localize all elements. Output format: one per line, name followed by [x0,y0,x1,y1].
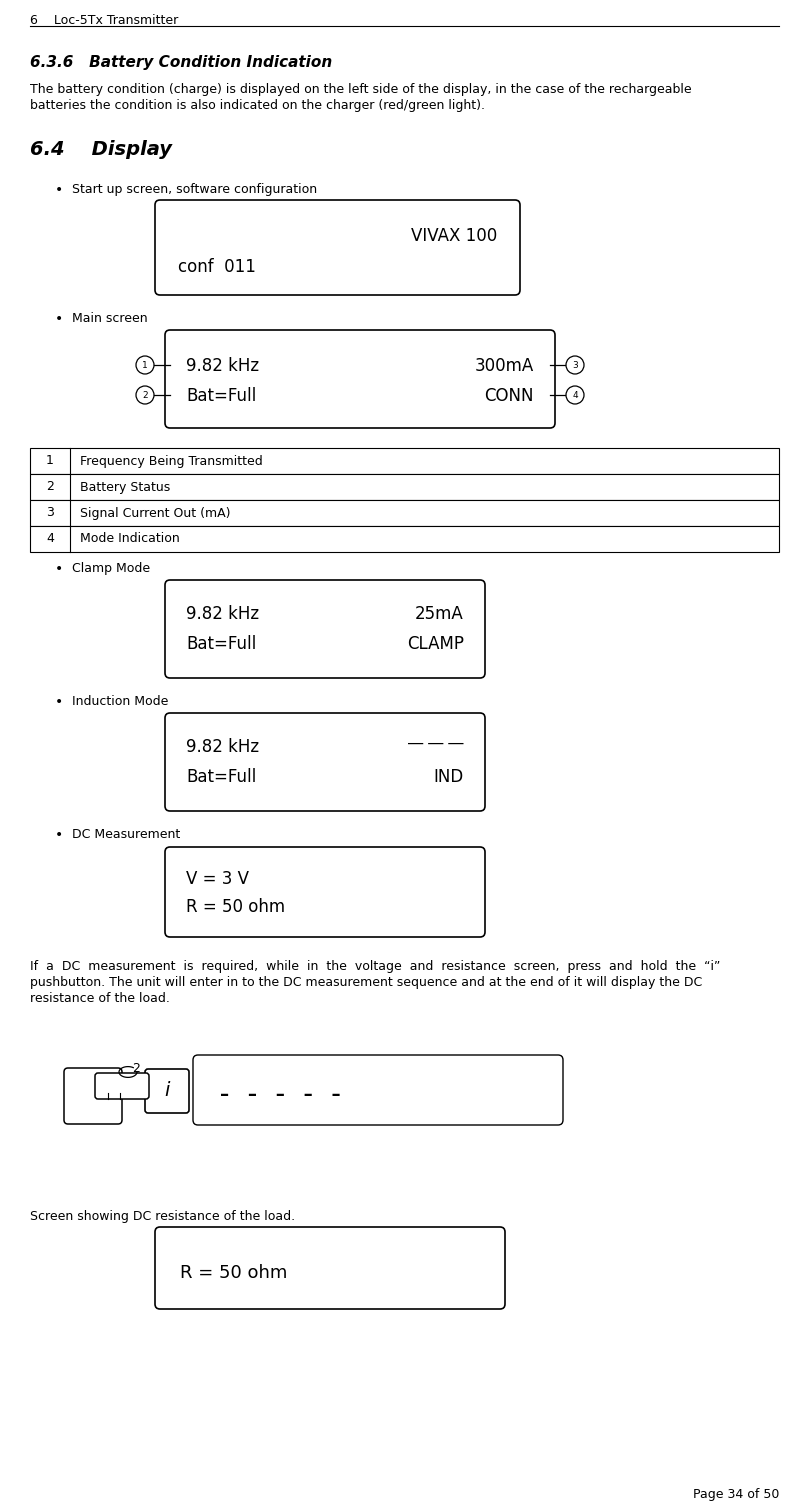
Text: Bat=Full: Bat=Full [186,769,256,787]
Text: 4: 4 [572,390,578,399]
Text: CONN: CONN [485,387,534,405]
Text: V = 3 V: V = 3 V [186,871,249,889]
Text: 2: 2 [46,480,54,494]
Text: 3: 3 [572,360,578,369]
Text: 3: 3 [46,506,54,519]
FancyBboxPatch shape [155,1226,505,1309]
Text: ― ― ―: ― ― ― [409,735,464,750]
FancyBboxPatch shape [165,713,485,811]
Text: –   –   –   –   –: – – – – – [220,1087,341,1105]
Text: DC Measurement: DC Measurement [72,829,180,841]
Text: Main screen: Main screen [72,312,147,326]
Text: 1: 1 [142,360,148,369]
Text: R = 50 ohm: R = 50 ohm [186,898,285,916]
Circle shape [136,356,154,374]
Text: VIVAX 100: VIVAX 100 [411,227,497,245]
Text: •: • [55,829,63,842]
Text: •: • [55,561,63,576]
Circle shape [136,386,154,404]
Bar [30,525,779,552]
Text: 9.82 kHz: 9.82 kHz [186,605,259,623]
Text: •: • [55,183,63,197]
Text: •: • [55,695,63,708]
Text: 9.82 kHz: 9.82 kHz [186,738,259,757]
Text: Clamp Mode: Clamp Mode [72,561,150,575]
Text: CLAMP: CLAMP [407,635,464,653]
Text: 25mA: 25mA [415,605,464,623]
Text: Signal Current Out (mA): Signal Current Out (mA) [80,506,231,519]
Text: 4: 4 [46,533,54,545]
Text: batteries the condition is also indicated on the charger (red/green light).: batteries the condition is also indicate… [30,99,485,113]
Circle shape [566,356,584,374]
FancyBboxPatch shape [193,1055,563,1126]
FancyBboxPatch shape [95,1073,149,1099]
Text: Bat=Full: Bat=Full [186,635,256,653]
Text: conf  011: conf 011 [178,258,256,276]
Text: 300mA: 300mA [475,357,534,375]
Bar [30,447,779,474]
Text: The battery condition (charge) is displayed on the left side of the display, in : The battery condition (charge) is displa… [30,83,692,96]
Text: Screen showing DC resistance of the load.: Screen showing DC resistance of the load… [30,1210,295,1223]
Text: 2: 2 [132,1063,140,1075]
FancyBboxPatch shape [155,200,520,296]
FancyBboxPatch shape [64,1069,122,1124]
Text: Bat=Full: Bat=Full [186,387,256,405]
Circle shape [566,386,584,404]
Bar [30,474,779,500]
Text: 2: 2 [142,390,148,399]
Text: •: • [55,312,63,326]
Text: If  a  DC  measurement  is  required,  while  in  the  voltage  and  resistance : If a DC measurement is required, while i… [30,961,720,973]
FancyBboxPatch shape [165,847,485,937]
Text: Start up screen, software configuration: Start up screen, software configuration [72,183,317,197]
Text: Frequency Being Transmitted: Frequency Being Transmitted [80,455,263,467]
Text: R = 50 ohm: R = 50 ohm [180,1264,287,1282]
Text: pushbutton. The unit will enter in to the DC measurement sequence and at the end: pushbutton. The unit will enter in to th… [30,976,702,989]
Text: Battery Status: Battery Status [80,480,170,494]
Bar [30,500,779,525]
FancyBboxPatch shape [145,1069,189,1114]
FancyBboxPatch shape [165,579,485,678]
Text: Induction Mode: Induction Mode [72,695,168,708]
Text: resistance of the load.: resistance of the load. [30,992,170,1006]
FancyBboxPatch shape [165,330,555,428]
Text: 6.4    Display: 6.4 Display [30,140,172,159]
Text: Page 34 of 50: Page 34 of 50 [693,1487,779,1501]
Text: 6    Loc-5Tx Transmitter: 6 Loc-5Tx Transmitter [30,14,178,27]
Text: 9.82 kHz: 9.82 kHz [186,357,259,375]
Text: 1: 1 [46,455,54,467]
Text: IND: IND [434,769,464,787]
Text: Mode Indication: Mode Indication [80,533,180,545]
Text: 6.3.6   Battery Condition Indication: 6.3.6 Battery Condition Indication [30,56,332,71]
Text: i: i [164,1082,170,1100]
